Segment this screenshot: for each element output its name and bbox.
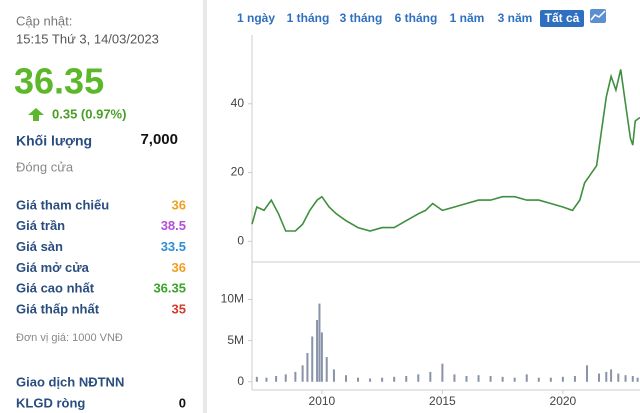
volume-bar bbox=[636, 377, 639, 382]
up-arrow bbox=[28, 108, 44, 121]
y-tick-label: 5M bbox=[227, 333, 244, 347]
volume-bar bbox=[631, 376, 634, 382]
range-button[interactable]: 1 tháng bbox=[287, 11, 330, 25]
volume-label: Khối lượng bbox=[16, 133, 92, 149]
volume-bar bbox=[405, 376, 408, 382]
y-tick-label: 40 bbox=[231, 96, 245, 110]
volume-bar bbox=[573, 376, 576, 382]
range-button[interactable]: 3 tháng bbox=[340, 11, 383, 25]
volume-bar bbox=[429, 371, 432, 382]
range-button[interactable]: 6 tháng bbox=[395, 11, 438, 25]
volume: 7,000 bbox=[140, 131, 178, 148]
volume-bar bbox=[344, 375, 347, 382]
volume-bar bbox=[284, 374, 287, 382]
volume-bar bbox=[369, 378, 372, 382]
volume-bar bbox=[275, 376, 278, 382]
net-value: 0 bbox=[179, 395, 186, 410]
stat-value: 36.35 bbox=[153, 281, 186, 296]
volume-bar bbox=[453, 374, 456, 382]
volume-bar bbox=[605, 371, 608, 382]
volume-bar bbox=[617, 373, 620, 382]
volume-bar bbox=[549, 377, 552, 382]
volume-bar bbox=[265, 377, 268, 382]
volume-bar bbox=[311, 336, 314, 382]
stat-label: Giá trần bbox=[16, 218, 65, 233]
volume-bar bbox=[294, 371, 297, 382]
stat-value: 38.5 bbox=[161, 218, 186, 233]
y-tick-label: 20 bbox=[231, 165, 245, 179]
volume-bar bbox=[255, 376, 258, 382]
range-button[interactable]: 1 năm bbox=[450, 11, 485, 25]
stat-label: Giá tham chiếu bbox=[16, 197, 109, 212]
price: 36.35 bbox=[14, 61, 104, 102]
range-button[interactable]: 3 năm bbox=[498, 11, 533, 25]
volume-bar bbox=[316, 320, 319, 382]
volume-bar bbox=[561, 376, 564, 382]
volume-bar bbox=[318, 303, 321, 382]
net-label: KLGD ròng bbox=[16, 395, 85, 410]
x-tick-label: 2010 bbox=[309, 394, 336, 408]
volume-bar bbox=[598, 373, 601, 382]
volume-bar bbox=[320, 332, 323, 382]
volume-bar bbox=[325, 357, 328, 382]
stat-label: Giá thấp nhất bbox=[16, 301, 100, 316]
range-button-bg[interactable] bbox=[540, 10, 584, 27]
range-button[interactable]: 1 ngày bbox=[237, 11, 275, 25]
volume-bar bbox=[357, 377, 360, 382]
stat-label: Giá cao nhất bbox=[16, 281, 95, 296]
x-tick-label: 2020 bbox=[550, 394, 577, 408]
y-tick-label: 0 bbox=[237, 374, 244, 388]
volume-bar bbox=[441, 363, 444, 382]
volume-bar bbox=[624, 375, 627, 382]
volume-bar bbox=[585, 365, 588, 382]
change: 0.35 (0.97%) bbox=[52, 106, 126, 121]
volume-bar bbox=[301, 365, 304, 382]
volume-bar bbox=[393, 376, 396, 382]
volume-bar bbox=[513, 377, 516, 382]
update-time: 15:15 Thứ 3, 14/03/2023 bbox=[16, 31, 159, 46]
volume-bar bbox=[501, 376, 504, 382]
volume-bar bbox=[537, 377, 540, 382]
unit-note: Đơn vị giá: 1000 VNĐ bbox=[16, 332, 123, 344]
volume-bar bbox=[489, 376, 492, 382]
volume-bar bbox=[417, 374, 420, 382]
x-tick-label: 2015 bbox=[429, 394, 456, 408]
volume-bar bbox=[465, 376, 468, 382]
stat-value: 36 bbox=[172, 260, 186, 275]
stat-label: Giá sàn bbox=[16, 239, 63, 254]
volume-bar bbox=[610, 369, 613, 382]
volume-bar bbox=[332, 369, 335, 382]
status: Đóng cửa bbox=[16, 159, 74, 174]
range-button[interactable]: Tất cả bbox=[545, 11, 580, 25]
divider bbox=[203, 0, 207, 413]
stat-label: Giá mở cửa bbox=[16, 260, 90, 275]
chart-icon-line bbox=[590, 10, 606, 21]
volume-bar bbox=[477, 375, 480, 382]
y-tick-label: 10M bbox=[221, 292, 244, 306]
volume-bar bbox=[525, 374, 528, 382]
stat-value: 33.5 bbox=[161, 239, 186, 254]
stat-value: 35 bbox=[172, 301, 186, 316]
stat-value: 36 bbox=[172, 197, 186, 212]
update-label: Cập nhật: bbox=[16, 13, 72, 28]
volume-bar bbox=[306, 352, 309, 382]
volume-bar bbox=[381, 377, 384, 382]
foreign-title: Giao dịch NĐTNN bbox=[16, 374, 124, 389]
price-line bbox=[251, 69, 640, 232]
y-tick-label: 0 bbox=[237, 234, 244, 248]
